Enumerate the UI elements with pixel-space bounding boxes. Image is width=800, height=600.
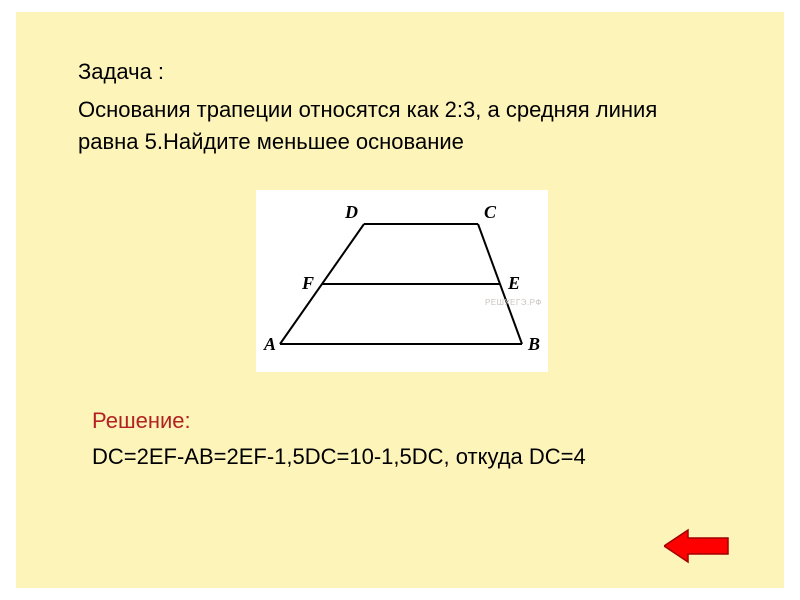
trapezoid-figure: A B C D E F РЕШУЕГЭ.РФ [256,190,548,372]
svg-text:A: A [263,334,276,354]
problem-text: Основания трапеции относятся как 2:3, а … [78,94,718,158]
problem-block: Задача : Основания трапеции относятся ка… [78,56,718,158]
problem-title: Задача : [78,56,718,88]
svg-text:E: E [507,273,520,293]
page: Задача : Основания трапеции относятся ка… [0,0,800,600]
solution-text: DC=2EF-AB=2EF-1,5DC=10-1,5DC, откуда DC=… [92,444,586,470]
back-arrow-icon[interactable] [664,526,730,566]
solution-label: Решение: [92,408,191,434]
svg-text:F: F [301,273,314,293]
svg-text:C: C [484,202,497,222]
svg-text:D: D [344,202,358,222]
trapezoid-svg: A B C D E F [256,190,548,372]
svg-text:B: B [527,334,540,354]
slide: Задача : Основания трапеции относятся ка… [16,12,784,588]
watermark: РЕШУЕГЭ.РФ [485,298,542,307]
